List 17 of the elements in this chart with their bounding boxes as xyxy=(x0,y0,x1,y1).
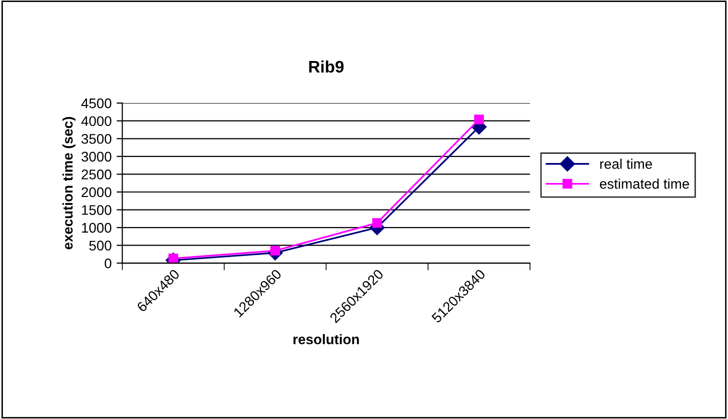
point xyxy=(474,114,484,124)
y-tick-label: 4000 xyxy=(81,116,112,126)
y-tick-label: 0 xyxy=(104,258,112,268)
y-tick-label: 3000 xyxy=(82,152,112,162)
legend-label: estimated time xyxy=(600,178,690,189)
y-tick-label: 1000 xyxy=(82,222,112,233)
y-tick-label: 2000 xyxy=(82,187,112,198)
y-tick-label: 1500 xyxy=(82,205,112,215)
y-tick-label: 4500 xyxy=(81,98,112,108)
y-tick-label: 3500 xyxy=(82,134,112,144)
y-tick-label: 500 xyxy=(89,240,112,251)
y-tick-label: 2500 xyxy=(82,170,112,180)
x-axis-title: resolution xyxy=(293,334,359,344)
y-axis-title: execution time (sec) xyxy=(62,117,76,250)
legend-label: real time xyxy=(600,158,652,169)
point xyxy=(372,218,382,228)
chart-title: Rib9 xyxy=(309,60,344,73)
